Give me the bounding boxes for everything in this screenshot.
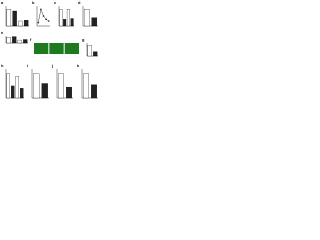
bar [41, 83, 48, 99]
panel-label: j [51, 63, 53, 68]
bar [91, 17, 98, 27]
point [40, 8, 42, 11]
bar [83, 9, 90, 27]
micrograph [64, 43, 79, 54]
panel-label: c [54, 0, 57, 5]
bar [70, 18, 74, 27]
bar [58, 73, 64, 99]
bar [33, 73, 40, 99]
bar [83, 73, 89, 99]
point [45, 18, 47, 21]
panel-label: b [32, 0, 35, 5]
bar [93, 51, 98, 57]
panel-label: i [27, 63, 28, 68]
bar [15, 76, 19, 99]
bar [18, 20, 23, 27]
bar [87, 45, 92, 57]
bar [17, 39, 22, 44]
bar [11, 85, 15, 99]
panel-label: h [1, 63, 4, 68]
bar [63, 19, 67, 27]
figure: a b c d e f g h i j k [1, 0, 98, 99]
bar [66, 9, 70, 27]
panel-label: d [78, 0, 81, 5]
panel-label: g [82, 37, 85, 42]
point [47, 20, 50, 22]
bar [66, 86, 72, 99]
bar [6, 9, 12, 27]
panel-label: a [1, 0, 4, 5]
bar [91, 84, 97, 99]
bar [20, 88, 24, 99]
bar [6, 73, 10, 99]
bar [23, 39, 28, 44]
bar [6, 37, 11, 44]
panel-label: k [77, 63, 80, 68]
bar [23, 20, 29, 27]
point [42, 15, 45, 17]
micrograph [34, 43, 49, 54]
micrograph [49, 43, 64, 54]
point [37, 21, 40, 24]
bar [12, 36, 17, 44]
panel-label: f [30, 37, 32, 42]
bar [59, 9, 63, 27]
panel-label: e [1, 30, 4, 35]
bar [12, 10, 17, 27]
